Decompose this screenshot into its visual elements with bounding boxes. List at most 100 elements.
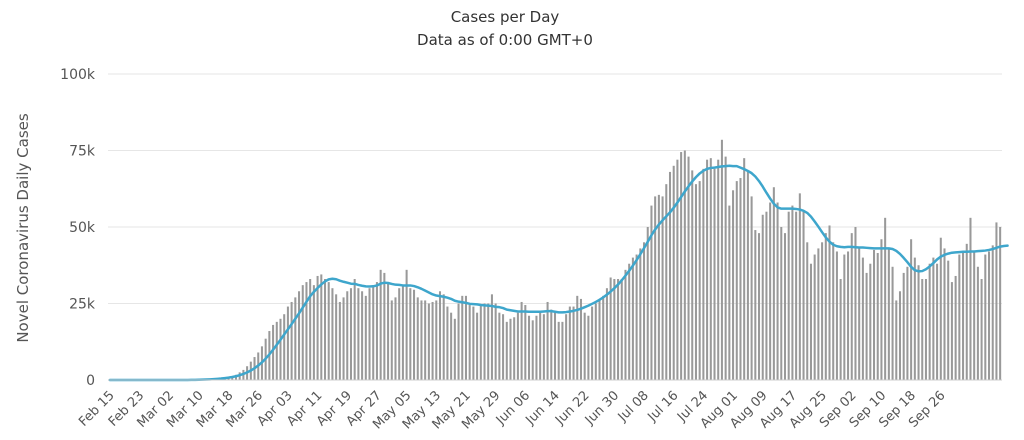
bar	[917, 265, 920, 380]
bar	[416, 297, 419, 380]
bar	[858, 248, 861, 380]
bar	[346, 291, 349, 380]
bar	[542, 314, 545, 380]
bar	[694, 184, 697, 380]
bar	[873, 249, 876, 380]
bar	[505, 321, 508, 380]
bar	[528, 315, 531, 380]
bar	[286, 306, 289, 380]
bar	[991, 245, 994, 380]
bar	[776, 202, 779, 380]
bar	[958, 254, 961, 380]
bar	[932, 257, 935, 380]
bar	[420, 300, 423, 380]
bar	[639, 248, 642, 380]
bar	[513, 317, 516, 380]
bar	[720, 139, 723, 380]
bar	[698, 181, 701, 380]
bar	[847, 251, 850, 380]
bar	[375, 282, 378, 380]
bar	[783, 233, 787, 380]
bar	[338, 301, 341, 380]
bar	[453, 318, 456, 380]
bar	[769, 202, 772, 380]
bar	[631, 257, 634, 380]
bar	[368, 288, 371, 380]
bar	[906, 266, 909, 380]
bar	[628, 263, 631, 380]
bar	[869, 263, 872, 380]
bar	[817, 248, 820, 380]
bar	[646, 227, 649, 380]
bar	[435, 300, 438, 380]
bar	[891, 266, 894, 380]
bar	[620, 279, 623, 380]
bar	[635, 254, 638, 380]
bar	[850, 233, 853, 380]
bar	[654, 196, 657, 380]
bar	[490, 294, 493, 380]
bar	[409, 288, 412, 380]
bar	[943, 248, 946, 380]
bar	[461, 295, 464, 380]
bar	[309, 279, 312, 380]
bar	[476, 312, 479, 380]
bar	[413, 289, 416, 380]
bar	[999, 227, 1002, 380]
chart-title: Cases per Day	[451, 8, 560, 26]
bar	[824, 233, 827, 380]
bar	[387, 282, 390, 380]
bar	[468, 305, 471, 380]
bar	[372, 285, 375, 380]
bar	[602, 295, 605, 380]
bar	[316, 275, 319, 380]
bar	[327, 282, 330, 380]
bar	[650, 205, 653, 380]
bar	[676, 159, 679, 380]
bar	[928, 263, 931, 380]
x-tick-label: Jul 08	[615, 388, 652, 425]
bar	[472, 306, 475, 380]
bar	[880, 239, 883, 380]
bar	[913, 257, 916, 380]
bar	[364, 295, 367, 380]
bar	[962, 253, 965, 380]
bar	[598, 298, 601, 380]
bar	[353, 279, 356, 380]
bar	[442, 294, 445, 380]
bar	[431, 301, 434, 380]
bar	[383, 272, 386, 380]
bar	[323, 279, 327, 380]
bar	[672, 165, 675, 380]
bar	[594, 303, 597, 380]
bar	[272, 324, 275, 380]
daily-cases-bars	[190, 139, 1002, 380]
bar	[843, 254, 846, 380]
bar	[464, 295, 467, 380]
bar	[283, 314, 286, 380]
bar	[758, 233, 761, 380]
bar	[965, 243, 968, 380]
bar	[424, 300, 427, 380]
bar	[732, 190, 735, 380]
y-tick-label: 50k	[69, 220, 96, 236]
bar	[342, 297, 345, 380]
y-tick-label: 75k	[69, 144, 96, 160]
bar	[717, 159, 720, 380]
bar	[390, 300, 393, 380]
bar	[795, 211, 798, 380]
bar	[516, 312, 519, 380]
bar	[520, 301, 523, 380]
bar	[924, 279, 927, 380]
bar	[988, 251, 991, 380]
bar	[706, 159, 709, 380]
bar	[446, 306, 449, 380]
bar	[557, 321, 560, 380]
bar	[405, 269, 408, 380]
bar	[884, 217, 887, 380]
bar	[301, 285, 304, 380]
bar	[995, 222, 998, 380]
bar	[835, 251, 838, 380]
bar	[275, 321, 278, 380]
